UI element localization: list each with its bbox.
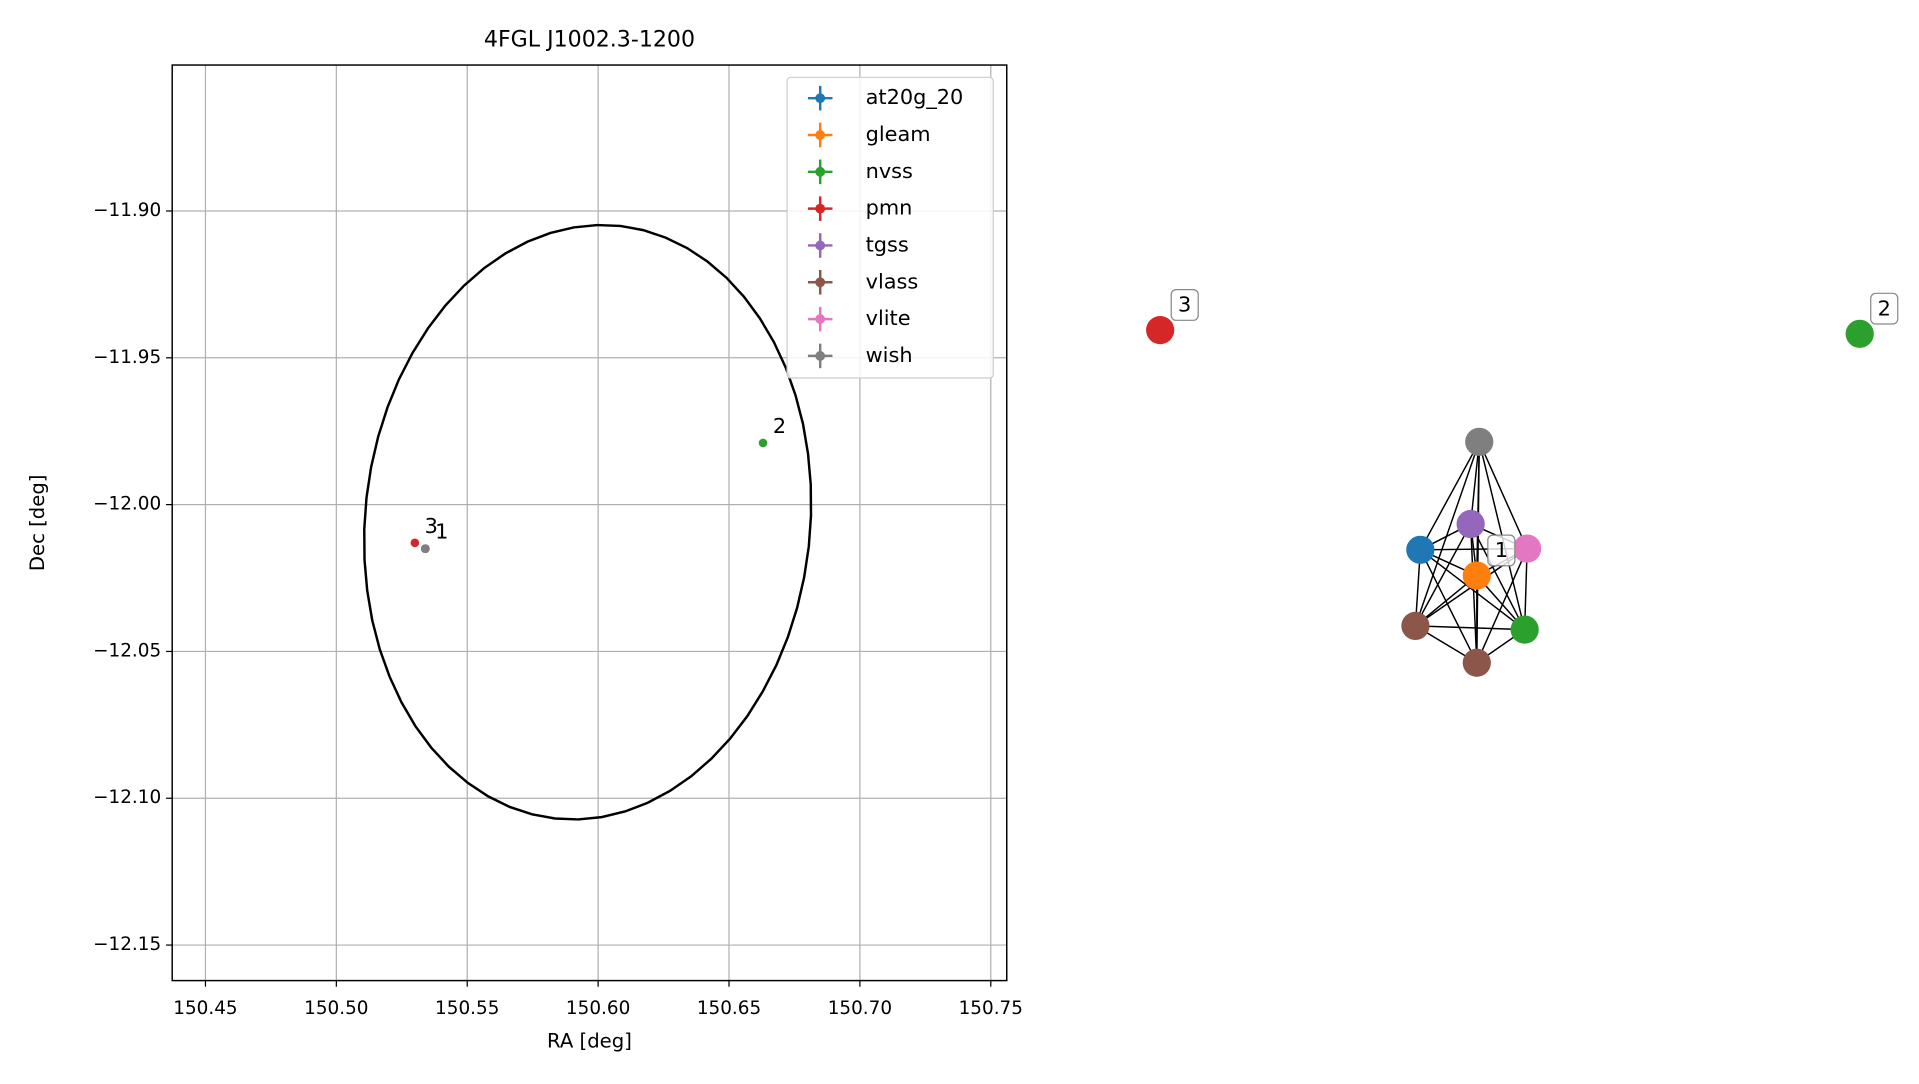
y-tick-label: −11.95 [93,347,161,368]
legend-label: gleam [866,122,931,146]
edge [1419,549,1478,664]
node [1510,615,1539,644]
legend-label: nvss [866,159,913,183]
edge [1419,441,1480,551]
y-tick-label: −12.05 [93,640,161,661]
chart-title: 4FGL J1002.3-1200 [484,27,695,53]
node [1845,319,1874,348]
edge [1476,548,1528,664]
annotation: 1 [435,520,448,544]
legend-marker [815,314,826,324]
error-ellipse [363,223,813,821]
edge [1469,524,1478,663]
x-tick-label: 150.50 [304,998,368,1019]
legend-marker [815,93,826,104]
x-tick-label: 150.75 [959,998,1023,1019]
x-axis-label: RA [deg] [547,1029,632,1052]
edge [1414,441,1480,627]
edge [1478,441,1528,549]
node [1462,561,1491,590]
legend-label: vlite [866,306,911,330]
point [410,538,420,548]
legend-label: tgss [866,232,909,256]
legend-marker [815,351,826,361]
label-box [1170,289,1199,321]
node-label: 1 [1495,538,1508,562]
node [1513,534,1542,563]
legend-label: wish [866,343,913,367]
edge [1415,625,1525,631]
label-box [1487,534,1516,567]
node [1462,648,1491,677]
y-tick-label: −12.10 [93,787,161,808]
edge [1419,549,1526,631]
point [758,438,768,448]
y-tick-label: −11.90 [93,200,161,221]
point [421,544,430,553]
legend-marker [815,166,826,177]
x-tick-label: 150.55 [435,998,499,1019]
annotation: 3 [425,514,438,538]
x-tick-label: 150.70 [828,998,892,1019]
y-tick-label: −12.15 [93,934,161,955]
legend-label: at20g_20 [866,85,964,110]
x-tick-label: 150.65 [697,998,761,1019]
legend-marker [815,277,826,288]
node [1456,509,1485,539]
node [1146,316,1175,345]
legend-label: vlass [866,269,919,293]
x-tick-label: 150.45 [173,998,237,1019]
edge [1470,523,1526,630]
y-tick-label: −12.00 [93,494,161,515]
y-axis-label: Dec [deg] [26,475,49,572]
edge [1414,523,1472,627]
legend-box [786,76,994,379]
node-label: 2 [1878,296,1891,320]
label-box [1870,292,1899,325]
legend-marker [815,130,826,140]
annotation: 2 [773,414,786,438]
legend-label: pmn [866,196,913,220]
legend-marker [815,203,826,214]
node [1401,611,1430,641]
node [1406,535,1435,564]
legend-marker [815,240,826,251]
x-tick-label: 150.60 [566,998,630,1019]
node-label: 3 [1178,293,1191,317]
plot-frame [171,64,1008,982]
node [1465,427,1494,456]
